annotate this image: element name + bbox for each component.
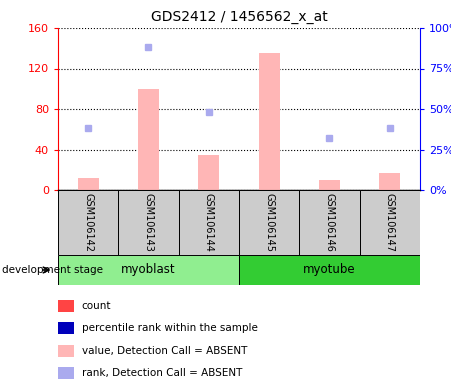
Text: myoblast: myoblast (121, 263, 176, 276)
Bar (239, 255, 420, 285)
Bar (58, 190, 118, 255)
Text: GSM106143: GSM106143 (143, 193, 153, 252)
Bar (379, 173, 400, 190)
Text: GSM106146: GSM106146 (325, 193, 335, 252)
Text: GSM106144: GSM106144 (204, 193, 214, 252)
Title: GDS2412 / 1456562_x_at: GDS2412 / 1456562_x_at (151, 10, 327, 24)
Bar (359, 190, 420, 255)
Text: percentile rank within the sample: percentile rank within the sample (82, 323, 258, 333)
Text: rank, Detection Call = ABSENT: rank, Detection Call = ABSENT (82, 368, 242, 378)
Bar (58, 255, 239, 285)
Bar (58, 344, 74, 357)
Text: count: count (82, 301, 111, 311)
Text: myotube: myotube (303, 263, 356, 276)
Text: GSM106147: GSM106147 (385, 193, 395, 252)
Bar (319, 180, 340, 190)
Text: GSM106142: GSM106142 (83, 193, 93, 252)
Text: GSM106145: GSM106145 (264, 193, 274, 252)
Bar (58, 300, 74, 312)
Bar (138, 89, 159, 190)
Text: value, Detection Call = ABSENT: value, Detection Call = ABSENT (82, 346, 247, 356)
Bar (198, 155, 219, 190)
Bar (258, 53, 280, 190)
Text: development stage: development stage (2, 265, 103, 275)
Bar (118, 190, 179, 255)
Bar (58, 322, 74, 334)
Bar (179, 190, 239, 255)
Bar (299, 190, 359, 255)
Bar (78, 178, 99, 190)
Bar (58, 367, 74, 379)
Bar (239, 190, 299, 255)
